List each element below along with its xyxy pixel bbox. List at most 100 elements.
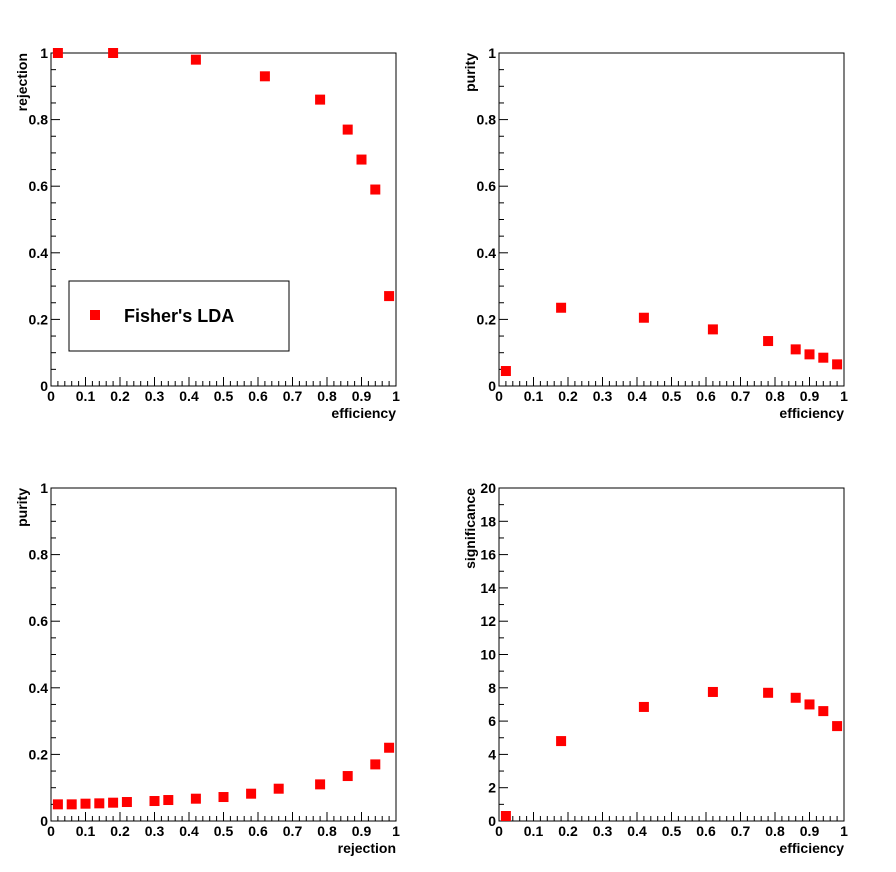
plot-frame	[498, 52, 845, 387]
legend-label: Fisher's LDA	[124, 306, 234, 326]
y-tick-label: 10	[480, 647, 496, 663]
panel-purity-vs-rejection: 0 0.1 0.2 0.3 0.4 0.5 0.6 0.7 0.8 0.9 1 0 0.2 0.4 0.6 0…	[14, 480, 400, 856]
x-tick-label: 0.6	[248, 823, 268, 839]
data-point	[190, 793, 201, 804]
data-point	[556, 302, 567, 313]
y-tick-label: 0.2	[29, 746, 49, 762]
data-point	[94, 798, 105, 809]
x-axis-label: efficiency	[331, 405, 396, 421]
x-tick-label: 0.7	[283, 388, 303, 404]
y-tick-label: 6	[488, 713, 496, 729]
data-point	[790, 344, 801, 355]
data-point	[259, 71, 270, 82]
x-tick-label: 0.1	[524, 388, 544, 404]
data-point	[804, 349, 815, 360]
x-tick-label: 0.6	[696, 388, 716, 404]
x-tick-label: 0.8	[317, 823, 337, 839]
data-point	[804, 699, 815, 710]
data-point	[315, 779, 326, 790]
legend: Fisher's LDA	[68, 280, 290, 352]
data-point	[163, 795, 174, 806]
x-tick-label: 0.7	[283, 823, 303, 839]
data-point	[342, 124, 353, 135]
y-tick-label: 8	[488, 680, 496, 696]
y-tick-label: 2	[488, 780, 496, 796]
data-point	[66, 799, 77, 810]
y-tick-label: 0.4	[29, 245, 49, 261]
y-axis-label: significance	[462, 488, 478, 569]
y-tick-label: 0	[488, 378, 496, 394]
panel-significance-vs-efficiency: 0 0.1 0.2 0.3 0.4 0.5 0.6 0.7 0.8 0.9 102468101214…	[462, 480, 848, 856]
x-tick-label: 0.3	[145, 823, 165, 839]
data-point	[832, 721, 843, 732]
data-point	[356, 154, 367, 165]
data-point	[149, 796, 160, 807]
x-tick-label: 0.9	[352, 388, 372, 404]
panel-rejection-vs-efficiency: 0 0.1 0.2 0.3 0.4 0.5 0.6 0.7 0.8 0.9 1 0 0.2 0.4 0.6 0…	[14, 45, 400, 421]
plot-frame	[50, 52, 397, 387]
x-axis-label: efficiency	[779, 840, 844, 856]
x-tick-label: 0.6	[696, 823, 716, 839]
x-tick-label: 0.2	[110, 388, 130, 404]
data-point	[707, 686, 718, 697]
y-tick-label: 12	[480, 613, 496, 629]
x-axis-label: efficiency	[779, 405, 844, 421]
data-point	[246, 788, 257, 799]
x-tick-label: 1	[392, 388, 400, 404]
data-point	[763, 687, 774, 698]
y-tick-label: 1	[40, 45, 48, 61]
x-tick-label: 0.8	[765, 388, 785, 404]
y-tick-label: 0	[488, 813, 496, 829]
data-point	[370, 759, 381, 770]
x-tick-label: 0	[47, 823, 55, 839]
data-point	[556, 736, 567, 747]
x-tick-label: 0.7	[731, 823, 751, 839]
y-tick-label: 0.6	[29, 178, 49, 194]
x-tick-label: 0.4	[179, 388, 199, 404]
y-tick-label: 0.6	[477, 178, 497, 194]
x-tick-label: 0.5	[214, 823, 234, 839]
x-tick-label: 0	[495, 823, 503, 839]
x-tick-label: 0.9	[800, 388, 820, 404]
x-tick-label: 0.5	[662, 388, 682, 404]
y-tick-label: 16	[480, 547, 496, 563]
x-tick-label: 1	[840, 388, 848, 404]
y-tick-label: 1	[40, 480, 48, 496]
x-tick-label: 0.9	[352, 823, 372, 839]
x-tick-label: 0.7	[731, 388, 751, 404]
x-axis-label: rejection	[338, 840, 396, 856]
y-tick-label: 0.8	[477, 112, 497, 128]
x-tick-label: 1	[392, 823, 400, 839]
data-point	[500, 366, 511, 377]
data-point	[52, 48, 63, 58]
x-tick-label: 0.5	[214, 388, 234, 404]
data-point	[384, 742, 395, 753]
data-point	[638, 312, 649, 323]
y-tick-label: 0.4	[477, 245, 497, 261]
y-tick-label: 0	[40, 378, 48, 394]
y-tick-label: 14	[480, 580, 496, 596]
y-tick-label: 18	[480, 513, 496, 529]
data-point	[315, 94, 326, 105]
x-tick-label: 0.1	[76, 388, 96, 404]
x-tick-label: 0.6	[248, 388, 268, 404]
x-tick-label: 0.8	[765, 823, 785, 839]
data-point	[707, 324, 718, 335]
x-tick-label: 0.9	[800, 823, 820, 839]
y-axis-label: rejection	[14, 53, 30, 111]
x-tick-label: 0.1	[76, 823, 96, 839]
y-axis-label: purity	[462, 53, 478, 92]
data-point	[384, 291, 395, 302]
x-tick-label: 0.3	[593, 388, 613, 404]
y-tick-label: 0.2	[477, 311, 497, 327]
panel-purity-vs-efficiency: 0 0.1 0.2 0.3 0.4 0.5 0.6 0.7 0.8 0.9 1 0 0.2 0.4 0.6 0…	[462, 45, 848, 421]
y-tick-label: 0.8	[29, 112, 49, 128]
legend-box	[68, 280, 290, 352]
x-tick-label: 0.8	[317, 388, 337, 404]
y-tick-label: 4	[488, 746, 496, 762]
x-tick-label: 0	[47, 388, 55, 404]
y-tick-label: 0.2	[29, 311, 49, 327]
data-point	[342, 771, 353, 782]
legend-marker	[90, 310, 100, 320]
data-point	[818, 352, 829, 363]
